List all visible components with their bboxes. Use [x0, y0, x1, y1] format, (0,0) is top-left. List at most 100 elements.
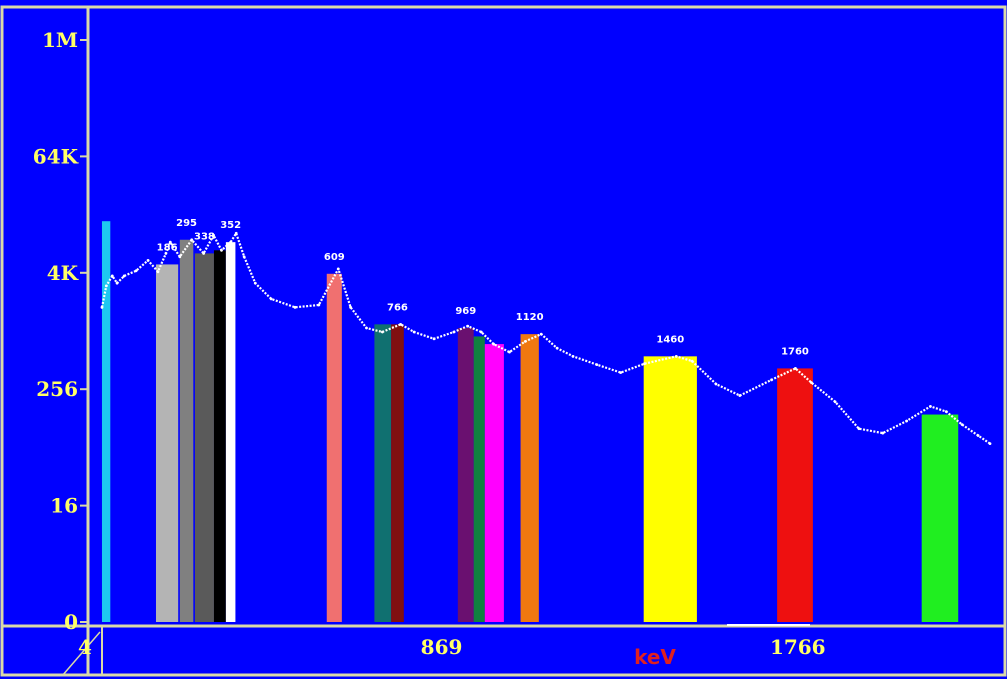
- peak-marker-bar: [101, 221, 111, 622]
- spectrum-point: [571, 354, 575, 358]
- spectrum-point: [110, 274, 114, 278]
- spectrum-point: [466, 324, 470, 328]
- spectrum-point: [134, 269, 138, 273]
- peak-marker-bar: [194, 253, 214, 622]
- spectrum-point: [595, 363, 599, 366]
- peak-label: 338: [194, 231, 215, 242]
- peak-markers: [101, 221, 959, 623]
- spectrum-point: [156, 270, 160, 274]
- spectrum-point: [988, 442, 992, 446]
- peak-marker-bar: [643, 356, 697, 622]
- spectrum-point: [539, 332, 543, 336]
- peak-marker-bar: [777, 368, 813, 622]
- spectrum-point: [793, 367, 797, 370]
- spectrum-point: [479, 330, 483, 334]
- peak-marker-bar: [225, 242, 236, 622]
- peak-label: 1760: [781, 346, 809, 357]
- spectrum-point: [523, 339, 527, 343]
- spectrum-point: [336, 267, 340, 271]
- spectrum-point: [508, 350, 511, 354]
- spectrum-point: [492, 342, 495, 346]
- peak-label: 1460: [656, 334, 684, 345]
- spectrum-point: [976, 434, 980, 437]
- spectrum-point: [714, 382, 718, 386]
- spectrum-point: [619, 371, 623, 375]
- spectrum-point: [365, 326, 368, 330]
- spectrum-point: [190, 238, 194, 242]
- spectrum-point: [242, 255, 246, 259]
- spectrum-point: [146, 259, 150, 262]
- spectrum-point: [432, 337, 436, 341]
- spectrum-point: [452, 330, 456, 334]
- peak-marker-bar: [155, 264, 179, 622]
- spectrum-point: [643, 362, 646, 366]
- spectrum-point: [960, 423, 964, 427]
- peak-marker-bar: [179, 239, 194, 622]
- spectrum-point: [269, 297, 273, 301]
- peak-marker-bar: [473, 336, 485, 622]
- spectrum-point: [178, 255, 182, 259]
- spectrum-point: [555, 346, 559, 350]
- spectrum-point: [104, 284, 108, 288]
- spectrum-point: [293, 305, 297, 309]
- x-tick-label: 869: [421, 635, 463, 659]
- spectrum-point: [674, 354, 678, 358]
- peak-marker-bar: [484, 344, 504, 622]
- x-axis-slash-mark: [61, 631, 101, 677]
- peak-label: 609: [324, 252, 345, 263]
- peak-label: 969: [455, 306, 476, 317]
- peak-label: 766: [387, 302, 408, 313]
- y-tick-label: 1M: [42, 28, 78, 52]
- spectrum-point: [929, 404, 932, 408]
- spectrum-series: [100, 231, 992, 446]
- spectrum-point: [881, 431, 885, 435]
- y-tick-label: 4K: [47, 261, 79, 285]
- y-tick-label: 64K: [33, 144, 79, 168]
- spectrum-point: [857, 427, 861, 431]
- spectrum-point: [220, 248, 223, 252]
- peak-marker-bar: [520, 334, 539, 622]
- peak-label: 295: [176, 218, 197, 229]
- spectrum-point: [833, 400, 837, 404]
- spectrum-point: [253, 281, 257, 285]
- peak-marker-bar: [391, 324, 404, 622]
- peak-label: 1120: [516, 312, 544, 323]
- peak-marker-bar: [374, 324, 392, 622]
- spectrum-point: [234, 231, 238, 235]
- y-tick-label: 16: [50, 494, 78, 518]
- spectrum-point: [349, 305, 352, 309]
- x-axis-unit-label: keV: [634, 645, 676, 669]
- x-tick-label: 1766: [770, 635, 826, 659]
- plot-frame: [0, 5, 1007, 677]
- peak-marker-bar: [326, 273, 342, 622]
- peak-marker-bar: [213, 250, 226, 623]
- y-tick-label: 0: [64, 610, 78, 634]
- spectrum-point: [212, 233, 215, 237]
- spectrum-point: [412, 330, 416, 334]
- spectrum-point: [380, 330, 384, 334]
- spectrum-point: [809, 381, 813, 384]
- spectrum-point: [168, 240, 172, 244]
- spectrum-point: [317, 303, 321, 307]
- axes: [2, 7, 1005, 677]
- spectrum-point: [770, 378, 773, 382]
- peak-marker-bar: [921, 414, 959, 622]
- peak-marker-bar: [457, 327, 474, 622]
- spectrum-point: [399, 322, 403, 326]
- tick-labels: 0 16 256 4K 64K 1M 4 869 1766: [33, 28, 826, 659]
- spectrum-point: [690, 359, 694, 363]
- peak-labels: 186 295 338 352 609 766 969 1120 1460 1760: [157, 218, 809, 358]
- spectrum-point: [100, 305, 104, 309]
- peak-label: 186: [157, 242, 178, 253]
- spectrum-point: [229, 240, 233, 244]
- y-tick-label: 256: [36, 377, 78, 401]
- spectrum-point: [164, 252, 168, 255]
- spectrum-point: [122, 274, 126, 278]
- spectrum-point: [944, 410, 948, 414]
- spectrum-point: [115, 281, 119, 285]
- peak-label: 352: [220, 220, 241, 231]
- spectrum-point: [905, 419, 908, 423]
- x-tick-label: 4: [78, 635, 92, 659]
